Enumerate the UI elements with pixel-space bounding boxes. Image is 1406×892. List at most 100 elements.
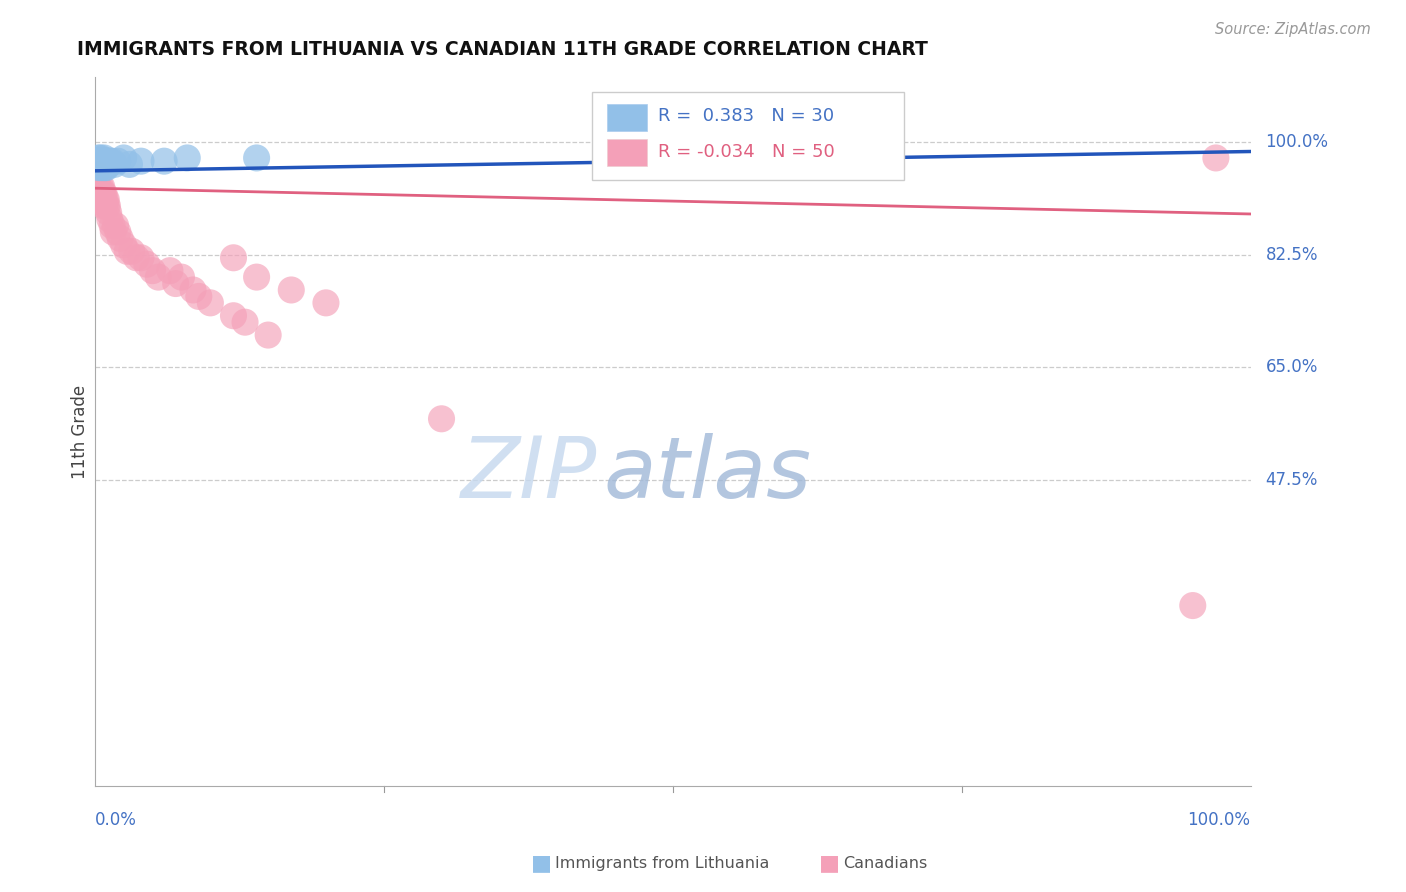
Point — [96, 154, 118, 169]
Point — [96, 199, 118, 213]
Point — [91, 161, 114, 175]
Point — [90, 180, 112, 194]
Point — [94, 161, 117, 175]
Point — [1181, 599, 1204, 613]
Point — [176, 151, 198, 165]
Point — [89, 193, 111, 207]
Point — [93, 199, 115, 213]
Point — [104, 219, 127, 233]
Point — [159, 263, 181, 277]
Point — [129, 154, 152, 169]
Point — [98, 154, 121, 169]
Point — [89, 157, 111, 171]
Point — [96, 161, 118, 175]
Text: IMMIGRANTS FROM LITHUANIA VS CANADIAN 11TH GRADE CORRELATION CHART: IMMIGRANTS FROM LITHUANIA VS CANADIAN 11… — [77, 40, 928, 59]
Point — [187, 289, 209, 303]
Point — [91, 186, 114, 201]
Point — [153, 154, 176, 169]
Point — [86, 180, 108, 194]
Point — [315, 296, 337, 310]
Point — [148, 270, 170, 285]
Text: 65.0%: 65.0% — [1265, 359, 1317, 376]
Point — [115, 244, 138, 259]
Point — [121, 244, 143, 259]
Text: 100.0%: 100.0% — [1265, 133, 1329, 151]
Point — [86, 154, 108, 169]
Bar — [607, 103, 647, 130]
Text: atlas: atlas — [603, 433, 811, 516]
Point — [94, 193, 117, 207]
Point — [98, 212, 121, 227]
Point — [233, 315, 256, 329]
Text: 0.0%: 0.0% — [94, 811, 136, 829]
Text: 100.0%: 100.0% — [1188, 811, 1250, 829]
Y-axis label: 11th Grade: 11th Grade — [72, 384, 89, 479]
Point — [135, 257, 157, 271]
Point — [101, 154, 124, 169]
Point — [90, 161, 112, 175]
Point — [257, 328, 280, 343]
Point — [90, 151, 112, 165]
FancyBboxPatch shape — [592, 92, 904, 180]
Text: ZIP: ZIP — [461, 433, 598, 516]
Point — [97, 157, 120, 171]
Point — [129, 251, 152, 265]
Point — [90, 157, 112, 171]
Point — [430, 411, 453, 425]
Text: R = -0.034   N = 50: R = -0.034 N = 50 — [658, 143, 834, 161]
Point — [90, 186, 112, 201]
Point — [84, 157, 107, 171]
Point — [1205, 151, 1227, 165]
Point — [222, 251, 245, 265]
Text: R =  0.383   N = 30: R = 0.383 N = 30 — [658, 107, 834, 125]
Point — [170, 270, 193, 285]
Point — [91, 154, 114, 169]
Point — [112, 238, 135, 252]
Point — [93, 157, 115, 171]
Point — [246, 151, 269, 165]
Point — [89, 186, 111, 201]
Point — [112, 151, 135, 165]
Point — [181, 283, 204, 297]
Point — [91, 193, 114, 207]
Point — [142, 263, 165, 277]
Point — [96, 199, 118, 213]
Point — [84, 167, 107, 181]
Point — [107, 154, 129, 169]
Point — [87, 180, 110, 194]
Point — [246, 270, 269, 285]
Point — [90, 180, 112, 194]
Point — [125, 251, 148, 265]
Point — [90, 154, 112, 169]
Point — [103, 157, 125, 171]
Point — [87, 186, 110, 201]
Point — [101, 219, 124, 233]
Point — [96, 193, 118, 207]
Text: ■: ■ — [820, 854, 839, 873]
Point — [87, 151, 110, 165]
Point — [110, 231, 132, 245]
Point — [93, 186, 115, 201]
Point — [280, 283, 302, 297]
Text: ■: ■ — [531, 854, 551, 873]
Point — [200, 296, 222, 310]
Point — [86, 173, 108, 187]
Point — [93, 151, 115, 165]
Text: 47.5%: 47.5% — [1265, 471, 1317, 489]
Point — [107, 225, 129, 239]
Point — [89, 154, 111, 169]
Text: Source: ZipAtlas.com: Source: ZipAtlas.com — [1215, 22, 1371, 37]
Point — [222, 309, 245, 323]
Point — [165, 277, 187, 291]
Point — [103, 225, 125, 239]
Text: Immigrants from Lithuania: Immigrants from Lithuania — [555, 856, 769, 871]
Bar — [607, 139, 647, 166]
Text: Canadians: Canadians — [844, 856, 928, 871]
Point — [96, 154, 118, 169]
Point — [118, 157, 141, 171]
Point — [87, 161, 110, 175]
Point — [97, 205, 120, 219]
Point — [90, 193, 112, 207]
Text: 82.5%: 82.5% — [1265, 245, 1317, 263]
Point — [94, 157, 117, 171]
